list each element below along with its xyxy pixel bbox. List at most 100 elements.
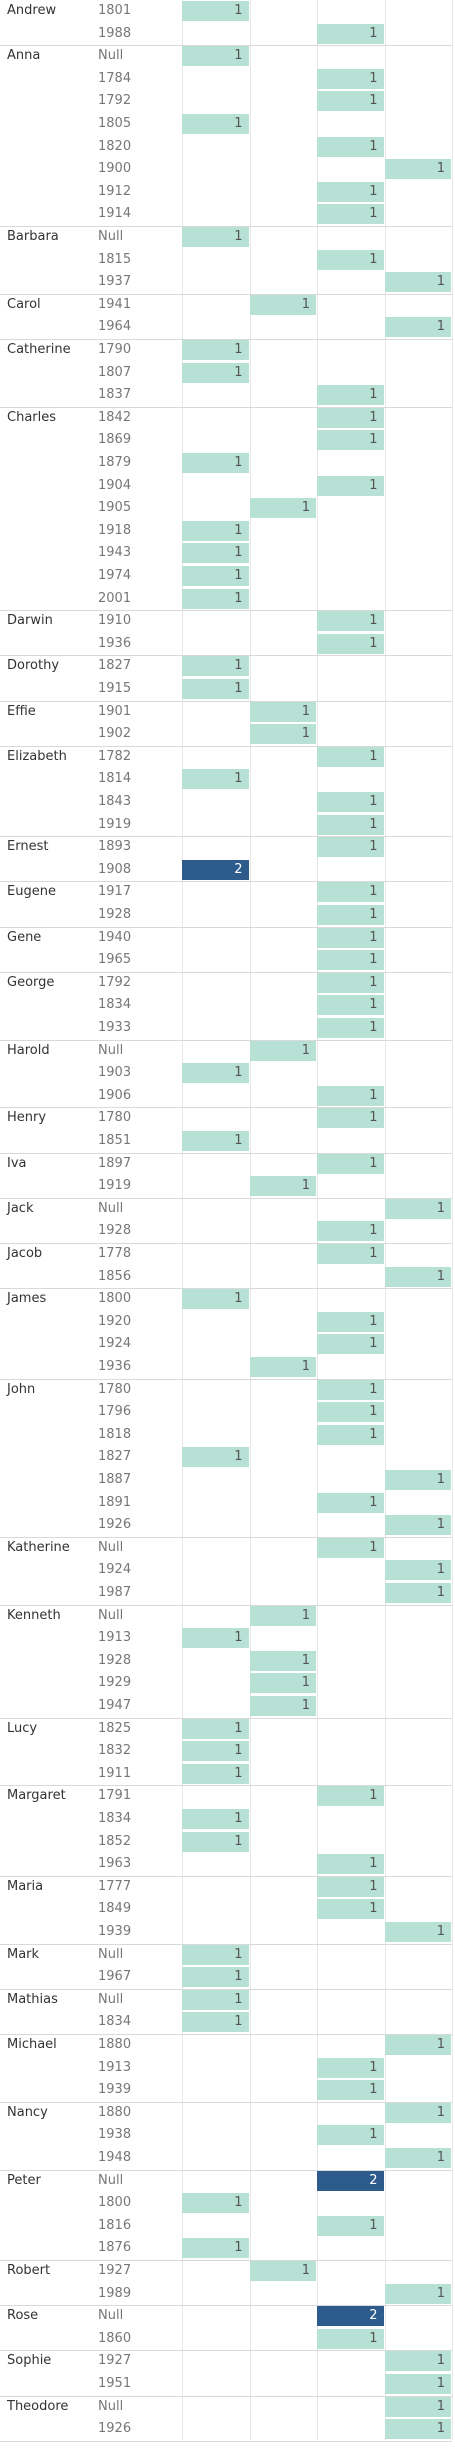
- table-cell: 1: [384, 1469, 451, 1490]
- row-header-name: Eugene: [7, 884, 56, 900]
- cell-value: 1: [369, 387, 378, 403]
- cell-value: 2: [369, 2308, 378, 2324]
- table-cell: 1: [317, 2125, 384, 2146]
- cell-value: 1: [369, 477, 378, 493]
- row-header-year: 1897: [98, 1155, 132, 1171]
- table-cell: 1: [182, 227, 249, 247]
- row-header-name: Mark: [7, 1946, 40, 1962]
- row-header-year: 1947: [98, 1697, 132, 1713]
- name-group: Jacob 1778 1 1856 1: [0, 1243, 452, 1290]
- cell-value: 1: [301, 1358, 310, 1374]
- row-header-year: 1913: [98, 2059, 132, 2075]
- cell-value: 1: [234, 590, 243, 606]
- column-divider: [452, 0, 453, 2440]
- table-cell: 1: [317, 68, 384, 89]
- name-group: Dorothy 1827 1 1915 1: [0, 655, 452, 702]
- cell-value: 1: [234, 1765, 243, 1781]
- table-cell: 1: [182, 1944, 249, 1965]
- cell-value: 1: [301, 1675, 310, 1691]
- table-cell: 1: [182, 113, 249, 134]
- table-cell: 1: [317, 1108, 384, 1129]
- row-header-year: Null: [98, 2308, 124, 2324]
- table-cell: 1: [317, 972, 384, 993]
- row-header-year: 1928: [98, 1223, 132, 1239]
- table-cell: 1: [384, 272, 451, 293]
- row-header-year: 1825: [98, 1720, 132, 1736]
- table-cell: 1: [182, 2238, 249, 2259]
- row-header-year: 1927: [98, 2353, 132, 2369]
- row-header-year: 1876: [98, 2240, 132, 2256]
- row-header-year: 1926: [98, 2421, 132, 2437]
- cell-value: 1: [436, 2149, 445, 2165]
- cell-value: 1: [234, 1743, 243, 1759]
- row-header-year: 1820: [98, 138, 132, 154]
- cell-value: 1: [436, 1200, 445, 1216]
- table-cell: 1: [317, 1153, 384, 1174]
- table-cell: 1: [317, 882, 384, 903]
- column-divider: [182, 0, 183, 2440]
- row-header-year: 1939: [98, 1923, 132, 1939]
- cell-value: 1: [234, 1065, 243, 1081]
- cell-value: 1: [369, 1246, 378, 1261]
- table-cell: 1: [182, 1, 249, 21]
- column-divider: [317, 0, 318, 2440]
- row-header-year: 1815: [98, 251, 132, 267]
- table-cell: 1: [317, 1085, 384, 1106]
- row-header-year: 1801: [98, 3, 132, 18]
- row-header-name: Ernest: [7, 839, 49, 855]
- row-header-year: 1880: [98, 2104, 132, 2120]
- row-header-name: Henry: [7, 1110, 47, 1126]
- cell-value: 1: [234, 1720, 243, 1736]
- row-header-year: 1951: [98, 2375, 132, 2391]
- cell-value: 1: [436, 2375, 445, 2391]
- row-header-year: 1849: [98, 1901, 132, 1917]
- row-header-year: 1832: [98, 1743, 132, 1759]
- name-group: Michael 1880 1 1913 1 1939 1: [0, 2034, 452, 2103]
- table-cell: 1: [182, 656, 249, 677]
- table-cell: 1: [384, 1198, 451, 1219]
- row-header-name: John: [7, 1381, 36, 1397]
- cell-value: 1: [436, 1584, 445, 1600]
- row-header-year: 1948: [98, 2149, 132, 2165]
- row-header-name: Kenneth: [7, 1607, 61, 1623]
- cell-value: 1: [369, 613, 378, 629]
- name-group: Kenneth Null 1 1913 1 1928 1 1929 1 1947 1: [0, 1605, 452, 1719]
- row-header-name: Rose: [7, 2308, 39, 2324]
- cell-value: 1: [436, 1562, 445, 1578]
- cell-value: 1: [234, 1833, 243, 1849]
- row-header-year: 1834: [98, 1810, 132, 1826]
- table-cell: 1: [249, 701, 316, 722]
- cell-value: 1: [301, 703, 310, 719]
- cell-value: 1: [369, 2217, 378, 2233]
- row-header-name: Dorothy: [7, 658, 60, 674]
- table-cell: 1: [182, 362, 249, 383]
- row-header-name: Elizabeth: [7, 748, 67, 764]
- row-header-year: 1879: [98, 454, 132, 470]
- table-cell: 1: [182, 769, 249, 790]
- table-cell: 1: [182, 678, 249, 699]
- cell-value: 1: [369, 906, 378, 922]
- row-header-year: 1943: [98, 545, 132, 561]
- cell-value: 1: [369, 2127, 378, 2143]
- table-cell: 1: [249, 1356, 316, 1377]
- row-header-year: 1924: [98, 1562, 132, 1578]
- row-header-year: 1782: [98, 748, 132, 764]
- row-header-year: 1796: [98, 1404, 132, 1420]
- row-header-year: 1963: [98, 1856, 132, 1872]
- cell-value: 1: [369, 793, 378, 809]
- cell-value: 1: [369, 206, 378, 222]
- name-group: Lucy 1825 1 1832 1 1911 1: [0, 1718, 452, 1787]
- row-header-name: Jack: [7, 1200, 34, 1216]
- table-cell: 1: [317, 1854, 384, 1875]
- name-group: Mark Null 1 1967 1: [0, 1944, 452, 1990]
- name-group: Gene 1940 1 1965 1: [0, 927, 452, 973]
- row-header-name: Katherine: [7, 1539, 70, 1555]
- table-cell: 1: [317, 1402, 384, 1423]
- table-cell: 1: [384, 2373, 451, 2394]
- row-header-year: 1869: [98, 432, 132, 448]
- cell-value: 1: [369, 93, 378, 109]
- cell-value: 1: [234, 658, 243, 674]
- cell-value: 1: [369, 409, 378, 425]
- row-header-year: Null: [98, 1607, 124, 1623]
- table-cell: 1: [317, 23, 384, 44]
